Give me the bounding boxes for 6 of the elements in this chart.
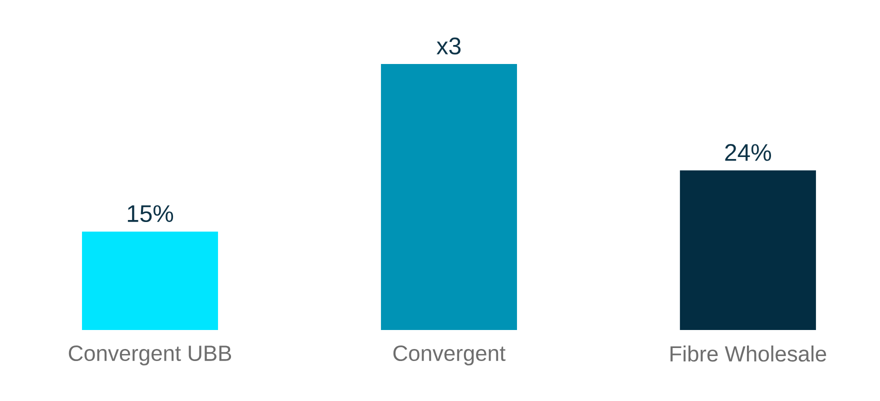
x-tick-label: Fibre Wholesale (670, 346, 826, 362)
x-tick-label: Convergent UBB (68, 346, 232, 366)
annotation: 15% (128, 205, 174, 222)
x-tick-label: Convergent (393, 346, 506, 366)
annotation: x3 (436, 38, 461, 54)
annotation: 24% (725, 144, 772, 161)
